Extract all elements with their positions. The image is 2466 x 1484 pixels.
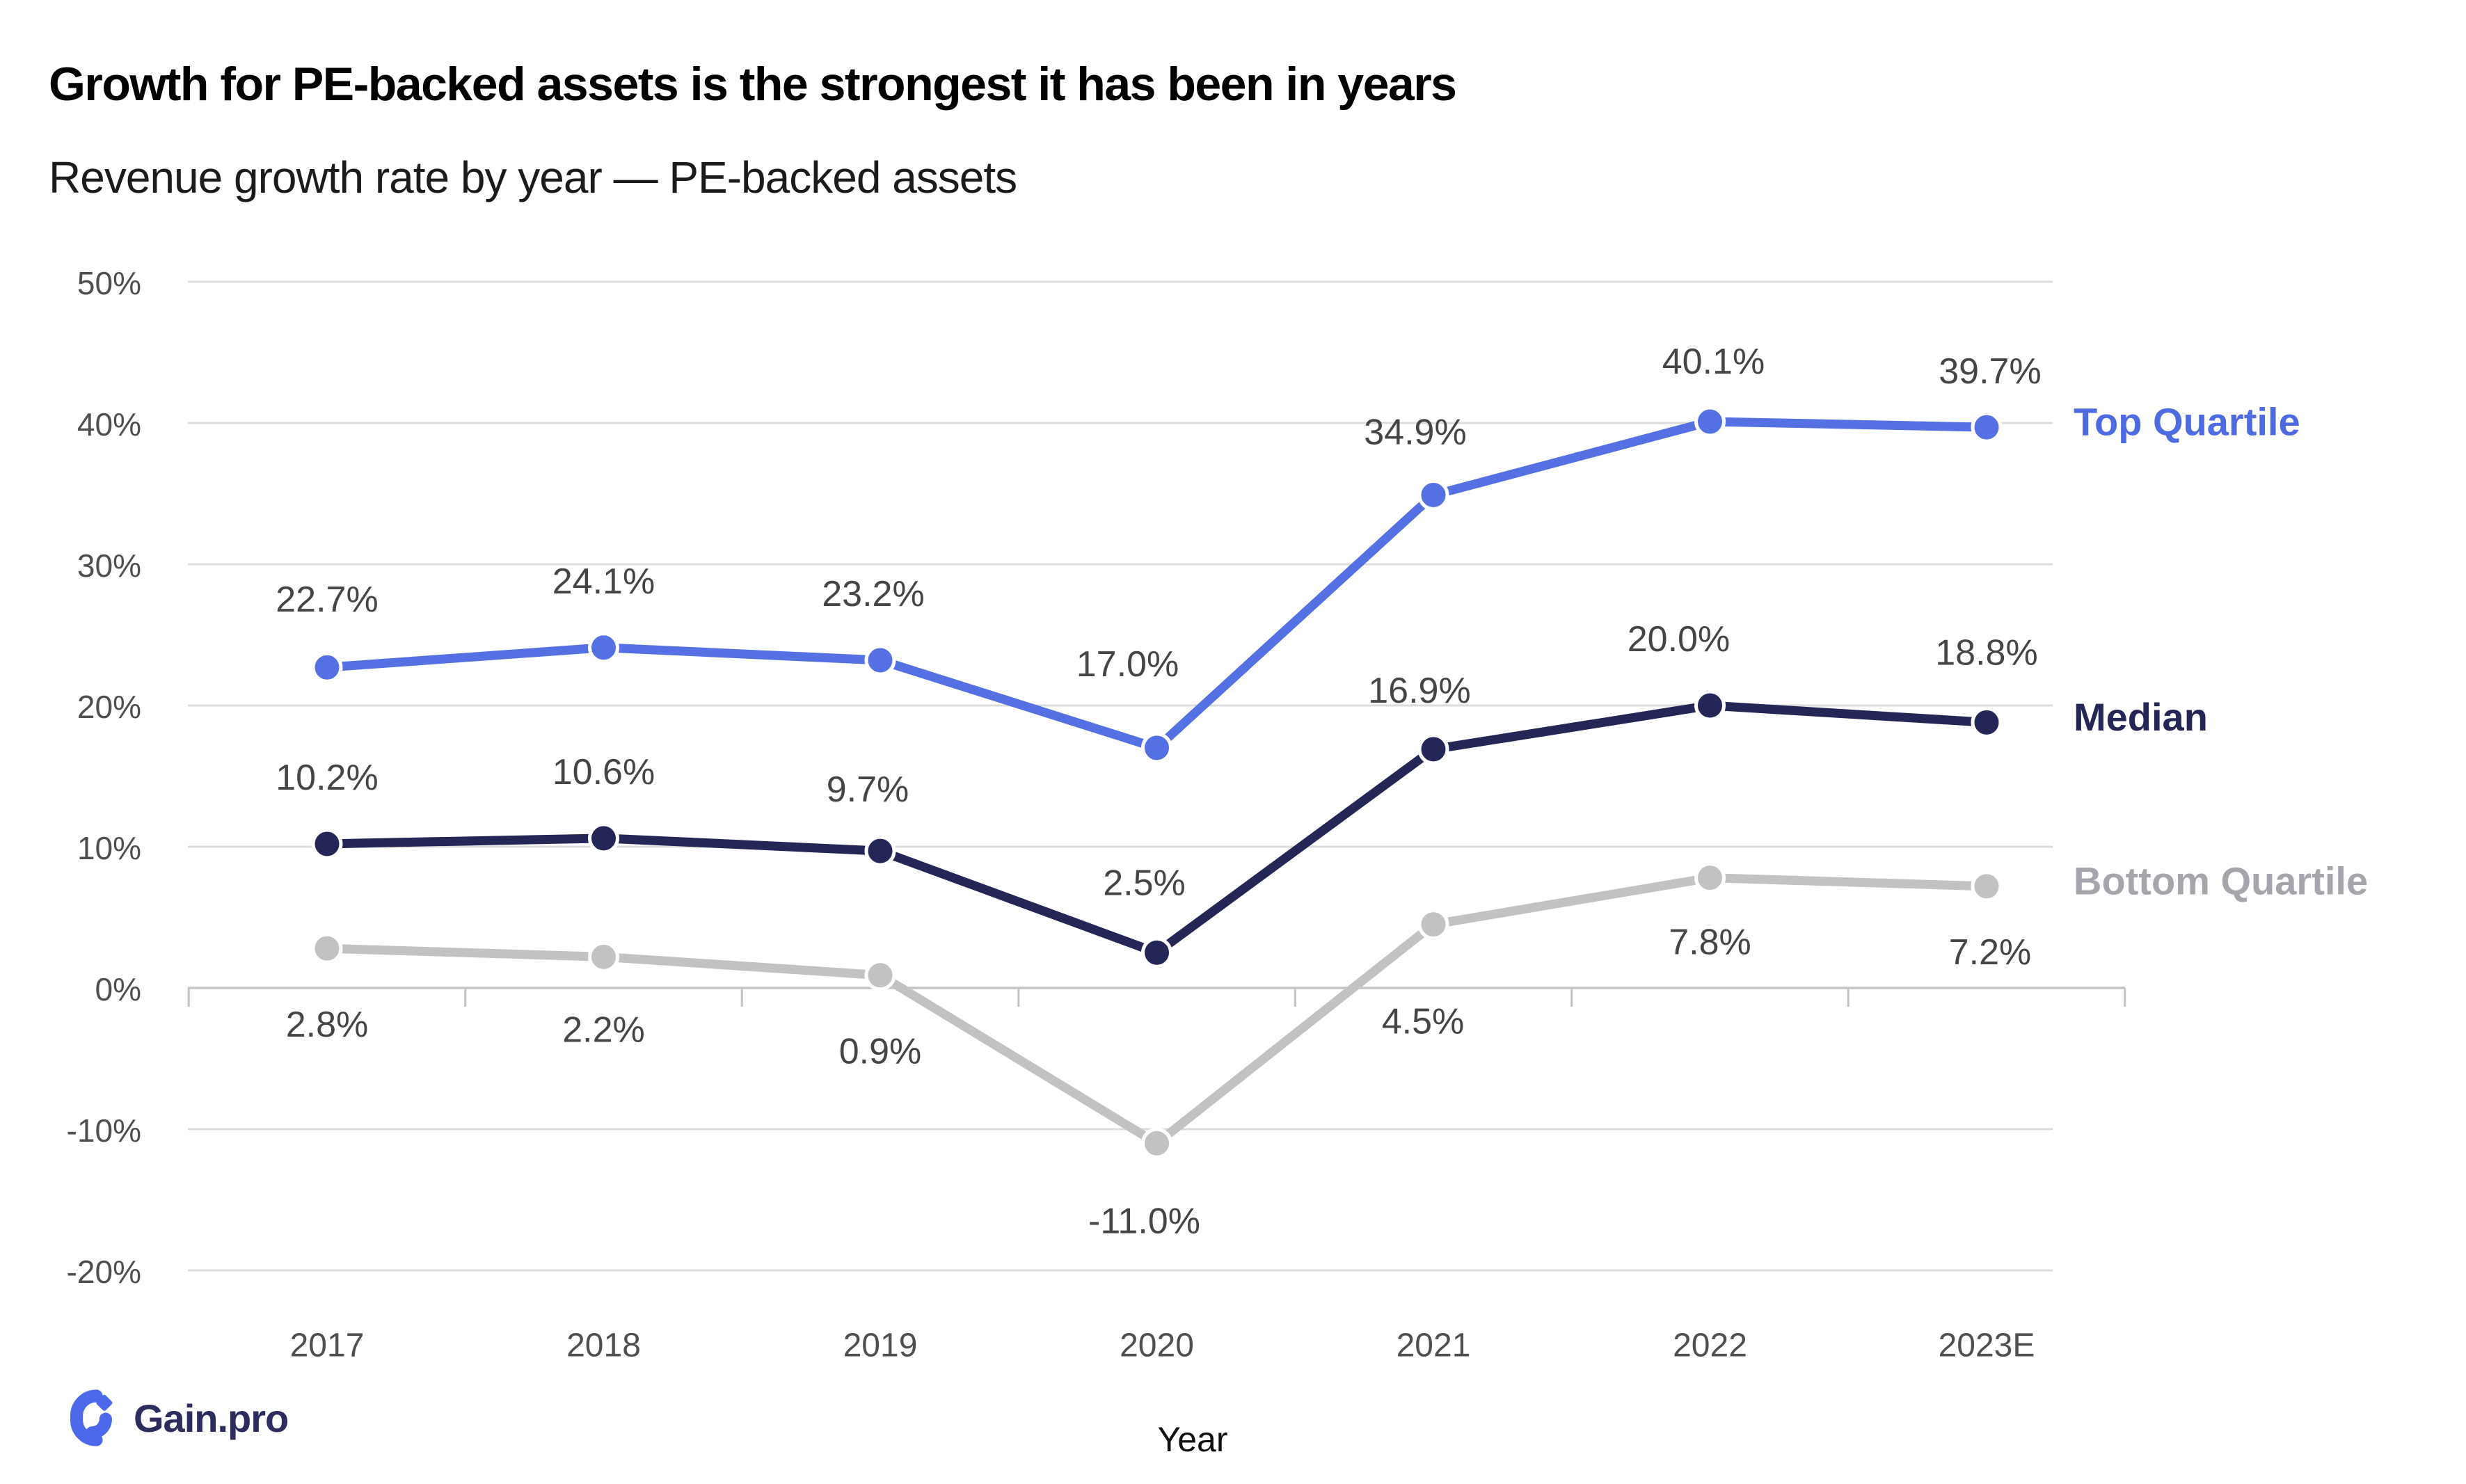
data-point-bottom-quartile-2023E [1971, 870, 2003, 902]
data-point-median-2020 [1141, 936, 1172, 968]
chart-subtitle: Revenue growth rate by year — PE-backed … [49, 152, 1017, 202]
brand-name: Gain.pro [134, 1396, 289, 1440]
x-axis-title: Year [1157, 1420, 1228, 1459]
y-tick-label: 10% [77, 830, 141, 866]
y-tick-label: 20% [77, 689, 141, 725]
chart-title: Growth for PE-backed assets is the stron… [49, 58, 1457, 111]
x-tick-label: 2018 [566, 1327, 641, 1364]
data-point-bottom-quartile-2017 [311, 932, 343, 964]
data-point-median-2021 [1417, 733, 1449, 765]
data-point-bottom-quartile-2018 [588, 941, 619, 973]
gainpro-logo-icon [70, 1389, 113, 1446]
data-label-median-2022: 20.0% [1628, 619, 1730, 660]
data-point-median-2018 [588, 822, 619, 854]
data-label-median-2019: 9.7% [827, 769, 909, 810]
data-point-median-2017 [311, 828, 343, 860]
data-point-top-quartile-2018 [588, 632, 619, 664]
data-label-top-quartile-2023E: 39.7% [1939, 351, 2041, 392]
x-tick-label: 2023E [1939, 1327, 2035, 1364]
data-label-top-quartile-2020: 17.0% [1076, 644, 1179, 685]
y-tick-label: 0% [95, 971, 141, 1007]
data-point-bottom-quartile-2020 [1141, 1127, 1172, 1159]
y-tick-label: 30% [77, 548, 141, 584]
data-point-bottom-quartile-2022 [1694, 862, 1726, 894]
y-tick-label: -10% [67, 1112, 141, 1149]
data-label-median-2021: 16.9% [1368, 671, 1470, 711]
data-point-top-quartile-2017 [311, 651, 343, 683]
data-point-median-2022 [1694, 689, 1726, 721]
logo-hook [86, 1412, 112, 1439]
data-label-bottom-quartile-2021: 4.5% [1382, 1002, 1465, 1042]
data-point-top-quartile-2022 [1694, 406, 1726, 438]
data-label-top-quartile-2022: 40.1% [1662, 342, 1765, 382]
legend-label-bottom-quartile: Bottom Quartile [2074, 859, 2368, 902]
data-label-bottom-quartile-2018: 2.2% [562, 1010, 645, 1050]
x-tick-label: 2021 [1397, 1327, 1471, 1364]
x-tick-label: 2017 [290, 1327, 365, 1364]
legend-label-top-quartile: Top Quartile [2074, 400, 2300, 444]
data-point-top-quartile-2021 [1417, 479, 1449, 511]
data-label-top-quartile-2019: 23.2% [822, 574, 924, 614]
y-tick-label: 50% [77, 265, 141, 301]
data-point-bottom-quartile-2019 [864, 959, 896, 991]
x-tick-label: 2020 [1120, 1327, 1194, 1364]
data-point-bottom-quartile-2021 [1417, 909, 1449, 941]
x-tick-label: 2019 [843, 1327, 918, 1364]
data-label-top-quartile-2018: 24.1% [552, 561, 655, 602]
data-label-top-quartile-2017: 22.7% [276, 580, 378, 620]
data-label-median-2023E: 18.8% [1935, 632, 2037, 673]
brand-logo: Gain.pro [61, 1383, 289, 1453]
data-point-top-quartile-2023E [1971, 411, 2003, 443]
data-point-median-2019 [864, 835, 896, 867]
x-tick-label: 2022 [1673, 1327, 1747, 1364]
data-label-median-2018: 10.6% [552, 752, 655, 792]
data-label-bottom-quartile-2019: 0.9% [839, 1032, 922, 1072]
data-label-bottom-quartile-2022: 7.8% [1669, 923, 1751, 963]
legend-label-median: Median [2074, 695, 2208, 739]
y-tick-label: 40% [77, 406, 141, 442]
data-point-top-quartile-2020 [1141, 732, 1172, 764]
data-label-median-2017: 10.2% [276, 758, 378, 798]
data-label-median-2020: 2.5% [1103, 863, 1186, 903]
logo-diamond [96, 1394, 113, 1411]
data-point-median-2023E [1971, 706, 2003, 738]
data-label-top-quartile-2021: 34.9% [1364, 413, 1466, 453]
data-label-bottom-quartile-2017: 2.8% [286, 1005, 369, 1045]
logo-left-bracket [70, 1389, 103, 1446]
data-label-bottom-quartile-2020: -11.0% [1088, 1201, 1200, 1241]
data-label-bottom-quartile-2023E: 7.2% [1949, 932, 2032, 973]
y-tick-label: -20% [67, 1254, 141, 1290]
data-point-top-quartile-2019 [864, 644, 896, 676]
